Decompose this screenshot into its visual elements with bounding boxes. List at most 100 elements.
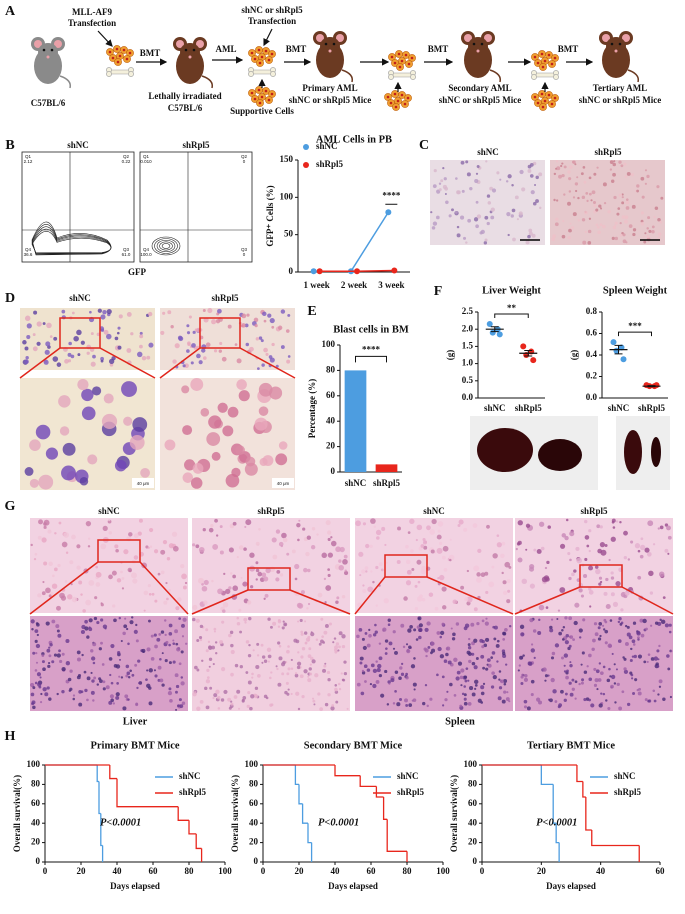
cell <box>105 685 110 690</box>
axis-label: GFP <box>128 267 146 277</box>
cell <box>53 567 58 572</box>
cell <box>205 628 209 632</box>
cell <box>315 638 319 642</box>
cell-nucleus <box>541 105 545 109</box>
cell <box>84 626 89 631</box>
cell <box>334 684 338 687</box>
cell <box>164 633 167 637</box>
label: shNC or shRpl5 Mice <box>439 95 522 105</box>
cell <box>464 623 470 628</box>
cell <box>600 692 603 695</box>
cell <box>617 207 621 210</box>
cell <box>93 616 98 621</box>
cell <box>658 232 662 236</box>
cell <box>205 342 211 348</box>
cell <box>135 623 138 627</box>
legend-marker <box>303 144 309 150</box>
cell <box>145 678 148 682</box>
cell <box>41 660 45 664</box>
cell <box>484 238 488 242</box>
zoom-box <box>384 554 428 578</box>
cell <box>453 693 457 697</box>
cell <box>565 675 569 680</box>
cell <box>562 626 566 629</box>
cell <box>561 638 565 641</box>
cell <box>172 359 177 364</box>
cell <box>45 587 51 594</box>
cell <box>186 349 190 353</box>
cell <box>384 639 389 643</box>
cell <box>658 236 661 239</box>
cell <box>650 624 653 627</box>
cell <box>232 585 239 592</box>
cell <box>322 668 327 673</box>
cell <box>240 576 243 579</box>
cell <box>550 656 555 660</box>
cell <box>123 549 129 555</box>
cell <box>136 351 143 358</box>
cell <box>598 622 603 626</box>
chart-title: Secondary BMT Mice <box>304 740 403 751</box>
cell <box>590 703 595 708</box>
cell <box>186 324 190 328</box>
cell-nucleus <box>533 55 537 59</box>
zoom-line <box>29 561 99 615</box>
cell <box>661 619 666 625</box>
cell <box>37 593 42 598</box>
cell <box>363 664 368 669</box>
micrograph-bg <box>355 616 513 711</box>
cell <box>108 657 113 661</box>
cell <box>565 518 569 522</box>
cell <box>495 643 500 648</box>
panel-label: C <box>419 138 429 153</box>
cell <box>501 699 506 704</box>
cell <box>88 627 93 632</box>
cell <box>241 313 247 319</box>
cell <box>286 359 291 364</box>
micrograph <box>192 616 350 711</box>
cell <box>335 700 339 704</box>
cell-nucleus <box>108 50 112 54</box>
cell <box>547 674 550 677</box>
cell <box>607 210 611 214</box>
cell <box>228 547 234 553</box>
survival-step <box>334 765 361 777</box>
cell <box>550 618 554 621</box>
cell <box>426 621 431 626</box>
cell <box>496 534 500 537</box>
cell <box>253 317 259 323</box>
cell <box>413 628 417 632</box>
mouse-icon <box>461 31 502 83</box>
cell-nucleus <box>257 48 261 52</box>
cell <box>468 637 471 641</box>
cell <box>588 549 591 553</box>
cell <box>344 571 349 576</box>
survival-step <box>386 819 407 852</box>
cell <box>650 657 655 661</box>
cell <box>567 201 571 206</box>
cell <box>98 647 102 651</box>
cell-nucleus <box>267 98 271 102</box>
cell <box>563 193 566 196</box>
cell <box>122 706 127 711</box>
cell <box>255 541 260 546</box>
cell <box>397 526 401 531</box>
cell <box>584 519 588 524</box>
cell <box>43 522 47 526</box>
label: shNC <box>477 147 499 157</box>
survival-step <box>585 797 592 831</box>
cell <box>30 692 35 697</box>
cell <box>614 701 617 704</box>
cell-nucleus <box>536 101 540 105</box>
cell <box>271 537 277 543</box>
scale-label: 40 μm <box>277 481 290 486</box>
cell <box>211 451 221 461</box>
legend-label: shNC <box>179 771 201 781</box>
cell <box>602 624 605 627</box>
cell <box>656 185 660 189</box>
cell <box>496 542 502 548</box>
cell <box>168 687 172 691</box>
cell <box>278 656 283 661</box>
cell <box>668 623 672 627</box>
cell <box>431 518 437 525</box>
